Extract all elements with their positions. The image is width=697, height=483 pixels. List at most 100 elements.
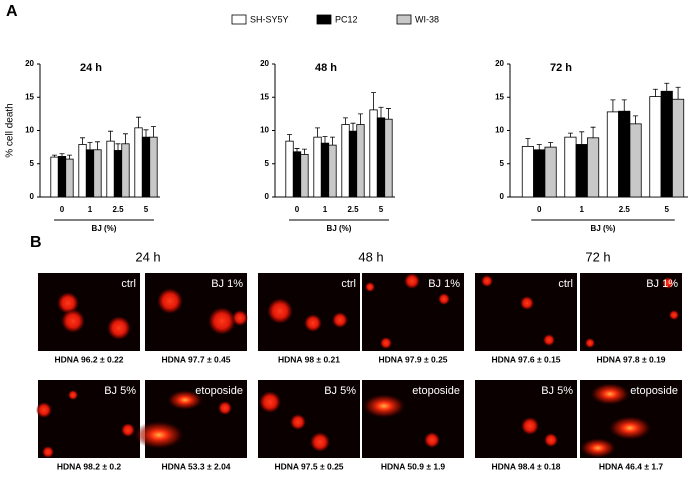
bar: [292, 151, 302, 198]
bar: [106, 140, 115, 198]
series: [521, 88, 662, 198]
error-bar: [59, 153, 65, 157]
error-bar: [652, 88, 658, 97]
legend-swatch: [316, 14, 332, 25]
image-label: BJ 1%: [646, 278, 678, 290]
series: [300, 108, 393, 198]
bar: [341, 124, 350, 198]
error-bar: [87, 142, 93, 150]
x-tick-label: 0: [295, 205, 300, 214]
image-caption: HDNA 98.4 ± 0.18: [491, 461, 560, 471]
nucleus: [580, 438, 616, 458]
bar: [618, 110, 631, 198]
y-tick-label: 10: [25, 126, 34, 135]
image-caption: HDNA 46.4 ± 1.7: [599, 461, 664, 471]
legend-label: SH-SY5Y: [250, 14, 289, 24]
bar: [285, 140, 294, 198]
bar: [564, 136, 577, 198]
nucleus: [585, 338, 595, 348]
bar: [544, 146, 557, 198]
error-bar: [675, 86, 681, 100]
image-label: ctrl: [341, 278, 356, 290]
chart-title: 24 h: [80, 62, 102, 74]
x-tick-label: 5: [379, 205, 384, 214]
bar: [649, 96, 662, 198]
image-label: etoposide: [195, 385, 243, 397]
image-caption: HDNA 50.9 ± 1.9: [381, 461, 446, 471]
y-tick-label: 15: [25, 92, 34, 101]
error-bar: [150, 126, 156, 138]
bar: [300, 154, 309, 198]
x-axis-label: BJ (%): [591, 224, 616, 233]
chart-title: 72 h: [550, 62, 572, 74]
micrograph: [38, 380, 140, 458]
error-bar: [357, 113, 363, 125]
error-bar: [115, 143, 121, 151]
error-bar: [350, 122, 356, 132]
error-bar: [590, 126, 596, 138]
nucleus: [218, 401, 232, 415]
chart-title: 48 h: [315, 62, 337, 74]
nucleus: [107, 316, 131, 340]
bar: [113, 150, 123, 198]
image-label: etoposide: [412, 385, 460, 397]
group-title: 72 h: [585, 249, 610, 264]
y-tick-label: 0: [30, 192, 35, 201]
bar: [121, 143, 130, 198]
image-caption: HDNA 97.8 ± 0.19: [596, 354, 665, 364]
y-tick-label: 20: [260, 59, 269, 68]
x-tick-label: 0: [537, 205, 542, 214]
nucleus: [481, 275, 493, 287]
error-bar: [301, 148, 307, 155]
bar: [93, 149, 102, 198]
x-axis-label: BJ (%): [92, 224, 117, 233]
series: [544, 86, 685, 198]
error-bar: [525, 138, 531, 147]
error-bar: [66, 154, 72, 160]
nucleus: [232, 310, 248, 326]
nucleus: [36, 402, 52, 418]
bar: [369, 109, 378, 198]
series: [65, 126, 158, 198]
error-bar: [322, 136, 328, 144]
y-tick-label: 5: [500, 159, 505, 168]
nucleus: [362, 394, 406, 418]
group-title: 48 h: [358, 249, 383, 264]
image-label: BJ 1%: [211, 278, 243, 290]
nucleus: [310, 432, 330, 452]
legend-label: PC12: [335, 14, 358, 24]
y-tick-label: 5: [30, 159, 35, 168]
bar: [533, 149, 546, 198]
bar: [606, 111, 619, 198]
bar: [320, 142, 330, 198]
nucleus: [167, 390, 203, 410]
nucleus: [121, 423, 135, 437]
x-tick-label: 2.5: [112, 205, 124, 214]
bar: [672, 98, 685, 198]
bar: [587, 137, 600, 198]
image-caption: HDNA 97.7 ± 0.45: [161, 354, 230, 364]
x-tick-label: 1: [580, 205, 585, 214]
image-label: BJ 5%: [104, 385, 136, 397]
bar: [141, 136, 151, 198]
legend-swatch: [396, 14, 412, 25]
nucleus: [304, 314, 322, 332]
nucleus: [259, 391, 281, 413]
legend-label: WI-38: [415, 14, 439, 24]
nucleus: [68, 390, 78, 400]
x-tick-label: 2.5: [619, 205, 631, 214]
nucleus: [133, 421, 185, 449]
nucleus: [608, 416, 652, 440]
x-tick-label: 1: [88, 205, 93, 214]
error-bar: [52, 154, 58, 158]
bar: [149, 136, 158, 198]
nucleus: [365, 282, 375, 292]
y-tick-label: 0: [500, 192, 505, 201]
image-caption: HDNA 97.6 ± 0.15: [491, 354, 560, 364]
image-label: ctrl: [121, 278, 136, 290]
error-bar: [633, 115, 639, 124]
bar: [660, 90, 673, 198]
image-label: BJ 5%: [324, 385, 356, 397]
nucleus: [521, 417, 539, 435]
